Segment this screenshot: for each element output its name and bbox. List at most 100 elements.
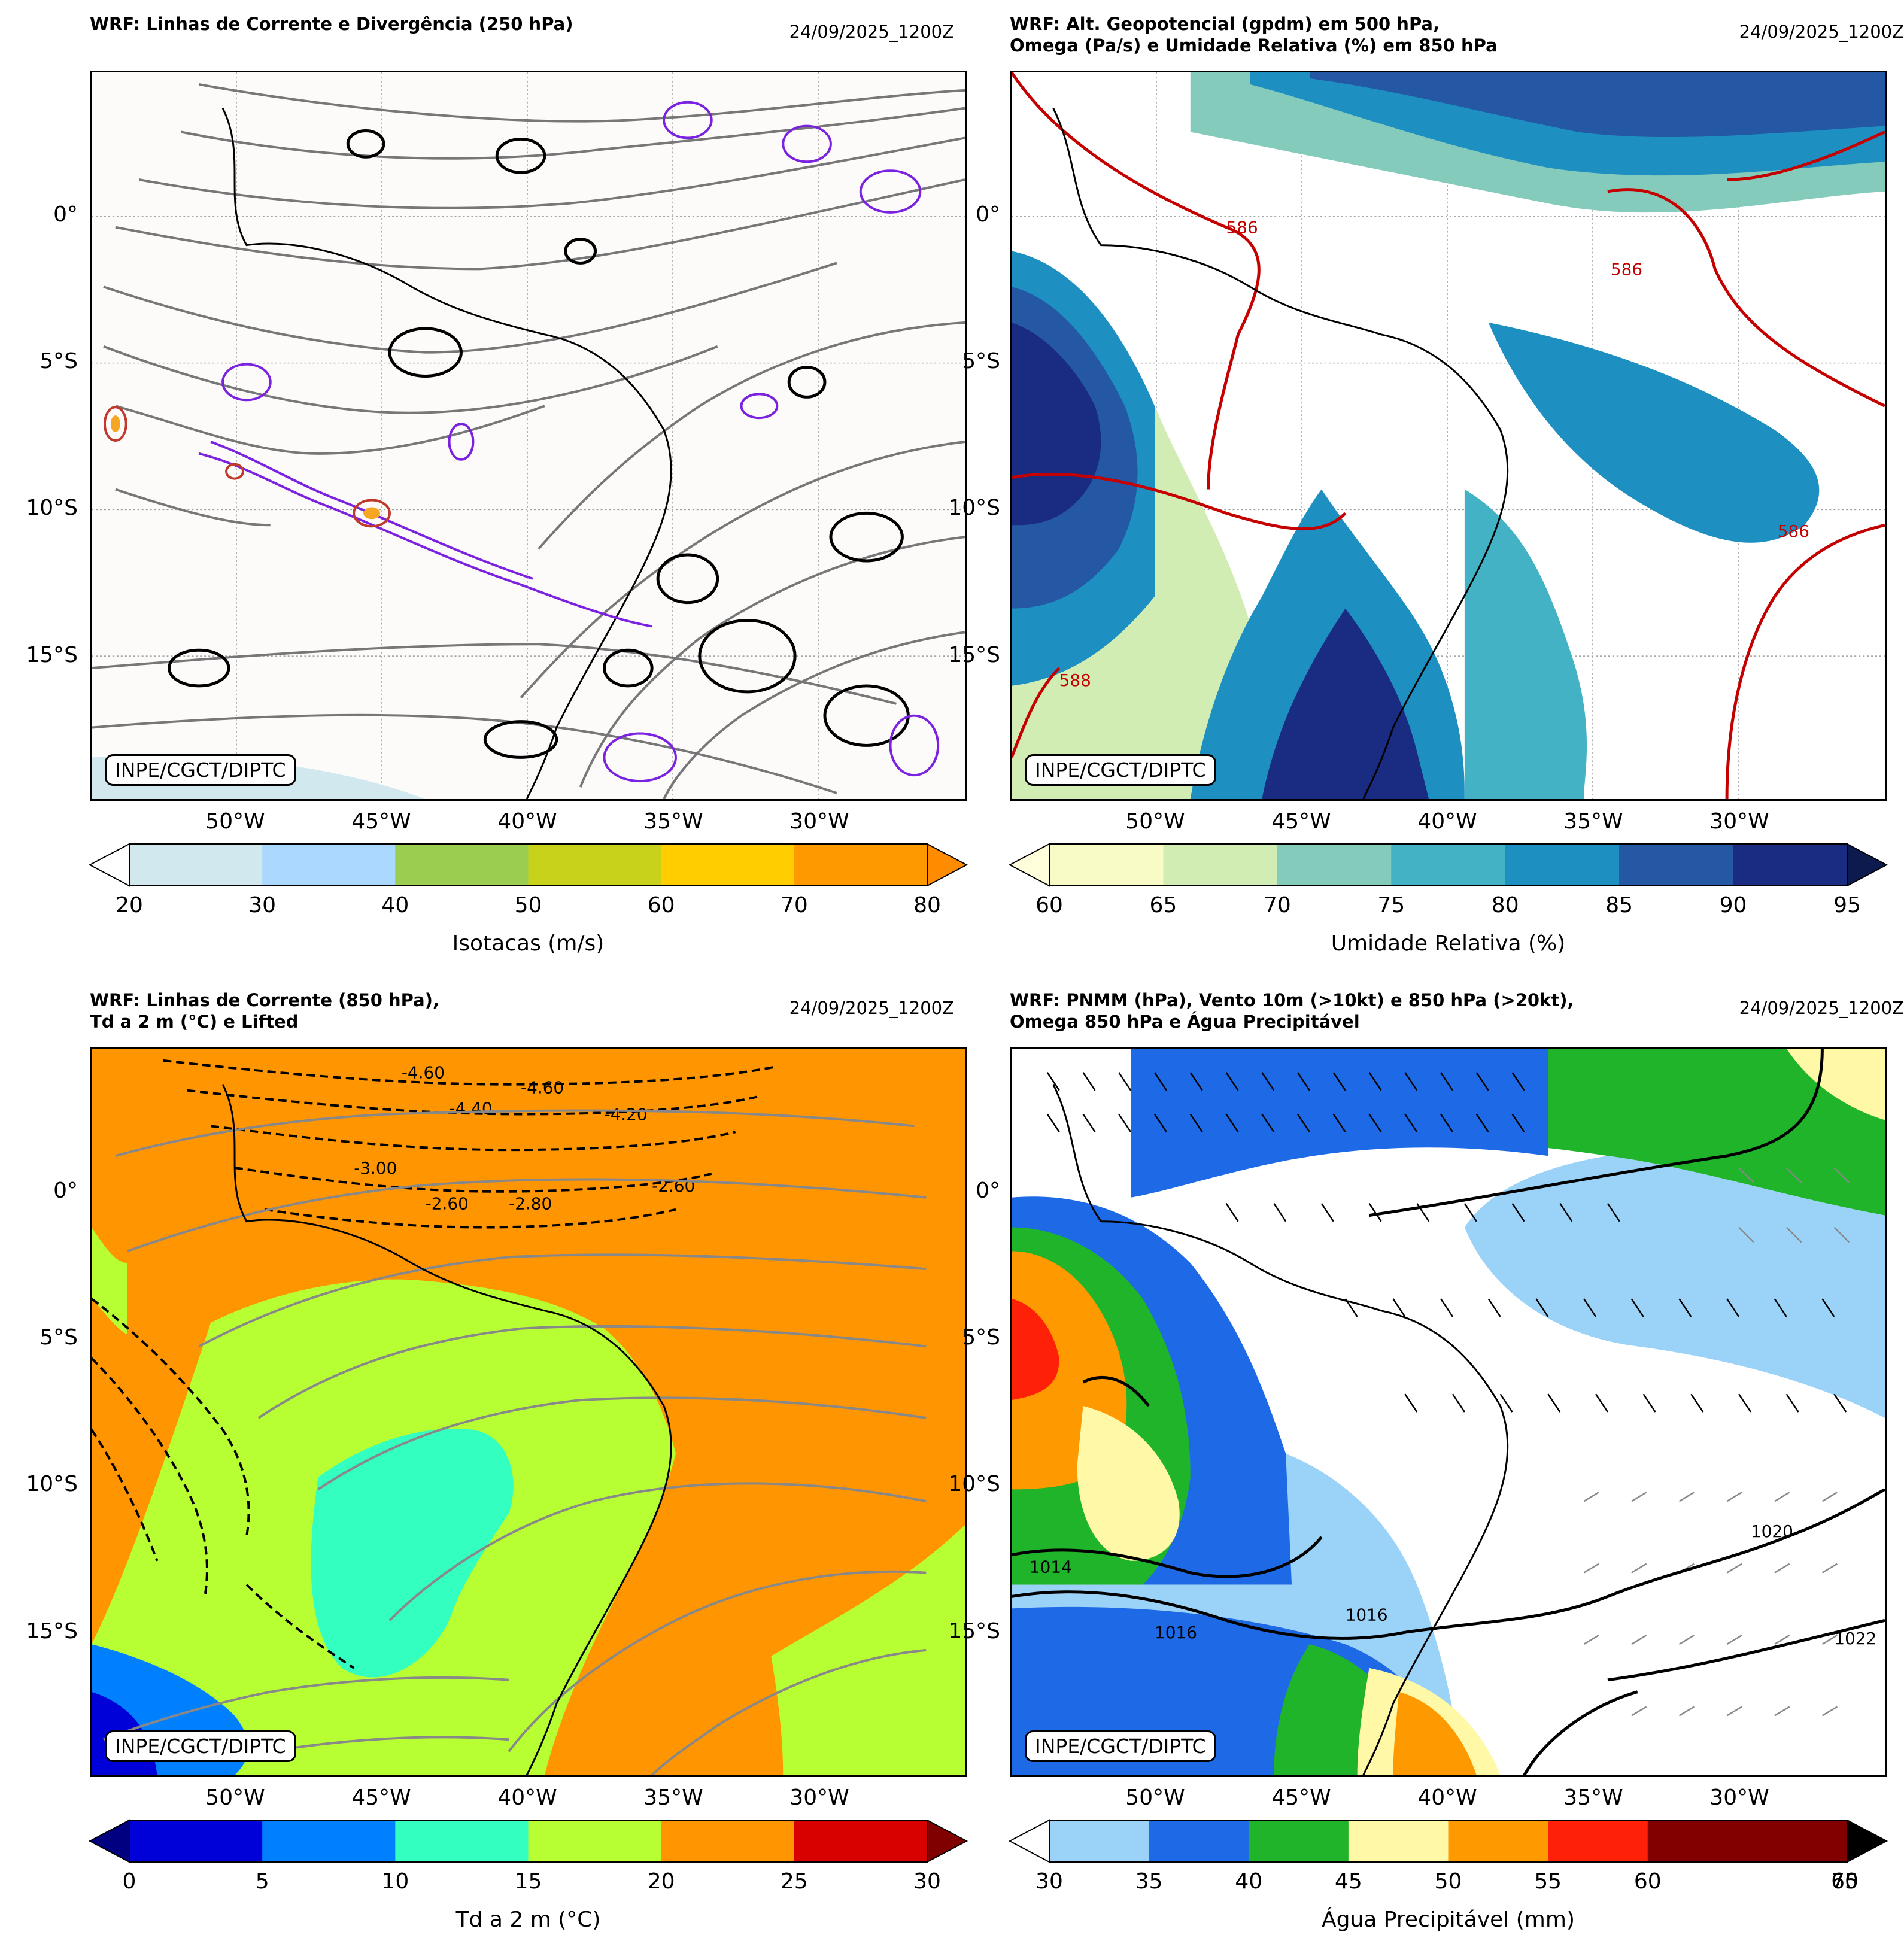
contour-label: -4.60 [521, 1078, 564, 1098]
colorbar-tick: 40 [381, 893, 409, 918]
contour-label: -4.20 [604, 1104, 647, 1124]
lat-label: 5°S [40, 1325, 78, 1350]
lat-label: 15°S [948, 1619, 1000, 1644]
credit-box: INPE/CGCT/DIPTC [1025, 754, 1216, 786]
colorbar-tick: 20 [116, 893, 143, 918]
colorbar-tick: 55 [1534, 1869, 1562, 1894]
lon-label: 50°W [1125, 809, 1185, 834]
colorbar-tick: 10 [381, 1869, 409, 1894]
colorbar-label: Td a 2 m (°C) [455, 1908, 601, 1932]
colorbar-tick: 15 [514, 1869, 542, 1894]
colorbar-segment [528, 844, 662, 886]
lon-label: 40°W [1417, 809, 1477, 834]
colorbar-segment [1391, 844, 1506, 886]
colorbar-tick: 70 [1831, 1869, 1859, 1894]
contour-label: 586 [1778, 521, 1809, 541]
colorbar-segment [1647, 1820, 1748, 1862]
contour-label: -2.60 [652, 1176, 695, 1196]
colorbar-tick: 5 [255, 1869, 269, 1894]
colorbar-segment [395, 1820, 529, 1862]
colorbar-segment [794, 1820, 928, 1862]
colorbar-tick: 75 [1377, 893, 1405, 918]
lon-label: 40°W [1417, 1785, 1477, 1810]
panel-streamlines-850hpa-dewpoint: WRF: Linhas de Corrente (850 hPa), Td a … [0, 976, 968, 1952]
colorbar-ticks: 0 5 10 15 20 25 30 [90, 1869, 967, 1899]
colorbar-ticks: 60 65 70 75 80 85 90 95 [1010, 893, 1887, 923]
lon-label: 45°W [1271, 809, 1331, 834]
colorbar-label: Umidade Relativa (%) [1331, 931, 1566, 956]
colorbar-extend-left [1008, 843, 1050, 887]
lat-label: 10°S [26, 496, 78, 520]
colorbar [88, 1819, 968, 1863]
colorbar-segment [661, 844, 795, 886]
contour-label: -4.60 [402, 1063, 445, 1083]
colorbar-tick: 90 [1719, 893, 1747, 918]
panel-title: WRF: Alt. Geopotencial (gpdm) em 500 hPa… [1010, 14, 1498, 56]
colorbar-tick: 70 [780, 893, 808, 918]
map-graphic [92, 72, 965, 799]
map-graphic: -4.60 -4.40 -4.60 -4.20 -3.00 -2.60 -2.8… [92, 1059, 965, 1775]
map-graphic: 1014 1016 1016 1020 1022 [1012, 1049, 1885, 1775]
panel-title: WRF: Linhas de Corrente (850 hPa), Td a … [90, 990, 439, 1032]
colorbar-segment [395, 844, 529, 886]
lon-label: 35°W [643, 1785, 703, 1810]
credit-box: INPE/CGCT/DIPTC [1025, 1730, 1216, 1762]
timestamp: 24/09/2025_1200Z [1739, 22, 1904, 42]
lat-label: 10°S [26, 1472, 78, 1496]
colorbar-tick: 60 [1035, 893, 1063, 918]
colorbar-segment [1619, 844, 1734, 886]
colorbar-frame [1049, 1820, 1848, 1863]
colorbar-label: Água Precipitável (mm) [1322, 1908, 1575, 1932]
contour-label: 1016 [1155, 1623, 1197, 1642]
contour-label: -2.60 [426, 1194, 469, 1214]
map-area: INPE/CGCT/DIPTC [90, 71, 967, 801]
lon-label: 35°W [1563, 1785, 1623, 1810]
colorbar-extend-right [1847, 843, 1888, 887]
lon-label: 35°W [1563, 809, 1623, 834]
colorbar-tick: 30 [1035, 1869, 1063, 1894]
credit-box: INPE/CGCT/DIPTC [105, 1730, 296, 1762]
lon-label: 50°W [205, 809, 265, 834]
colorbar-tick: 70 [1263, 893, 1291, 918]
colorbar-segment [129, 1820, 263, 1862]
colorbar-tick: 80 [913, 893, 941, 918]
lon-label: 35°W [643, 809, 703, 834]
contour-label: 588 [1059, 670, 1091, 690]
colorbar [1008, 843, 1888, 887]
map-area: 1014 1016 1016 1020 1022 INPE/CGCT/DIPTC [1010, 1047, 1887, 1777]
colorbar-extend-left [88, 1819, 130, 1863]
contour-label: 1014 [1030, 1557, 1072, 1577]
colorbar-frame [129, 843, 928, 886]
lon-label: 45°W [351, 1785, 411, 1810]
lon-label: 40°W [497, 809, 557, 834]
contour-label: -2.80 [509, 1194, 552, 1214]
colorbar-tick: 95 [1833, 893, 1861, 918]
contour-label: -4.40 [450, 1098, 493, 1118]
contour-label: 1022 [1834, 1629, 1876, 1648]
lon-label: 30°W [1709, 809, 1769, 834]
panel-title: WRF: PNMM (hPa), Vento 10m (>10kt) e 850… [1010, 990, 1574, 1032]
timestamp: 24/09/2025_1200Z [789, 22, 954, 42]
colorbar-extend-right [1847, 1819, 1888, 1863]
lon-label: 50°W [1125, 1785, 1185, 1810]
colorbar-segment [1548, 1820, 1648, 1862]
lon-label: 40°W [497, 1785, 557, 1810]
colorbar-frame [1049, 843, 1848, 886]
colorbar [88, 843, 968, 887]
contour-label: 1020 [1751, 1521, 1793, 1541]
colorbar [1008, 1819, 1888, 1863]
colorbar-ticks: 20 30 40 50 60 70 80 [90, 893, 967, 923]
colorbar-segment [1163, 844, 1278, 886]
colorbar-tick: 50 [514, 893, 542, 918]
panel-geopotential-500hpa: WRF: Alt. Geopotencial (gpdm) em 500 hPa… [948, 0, 1904, 976]
colorbar-extend-left [88, 843, 130, 887]
lat-label: 5°S [962, 1325, 1000, 1350]
panel-pressure-precipitable-water: WRF: PNMM (hPa), Vento 10m (>10kt) e 850… [948, 976, 1904, 1952]
colorbar-segment [129, 844, 263, 886]
lon-label: 30°W [1709, 1785, 1769, 1810]
colorbar-segment [1277, 844, 1392, 886]
lat-label: 15°S [948, 643, 1000, 667]
colorbar-tick: 60 [1633, 1869, 1662, 1894]
colorbar-graphic [1008, 843, 1888, 887]
lon-label: 30°W [789, 1785, 849, 1810]
